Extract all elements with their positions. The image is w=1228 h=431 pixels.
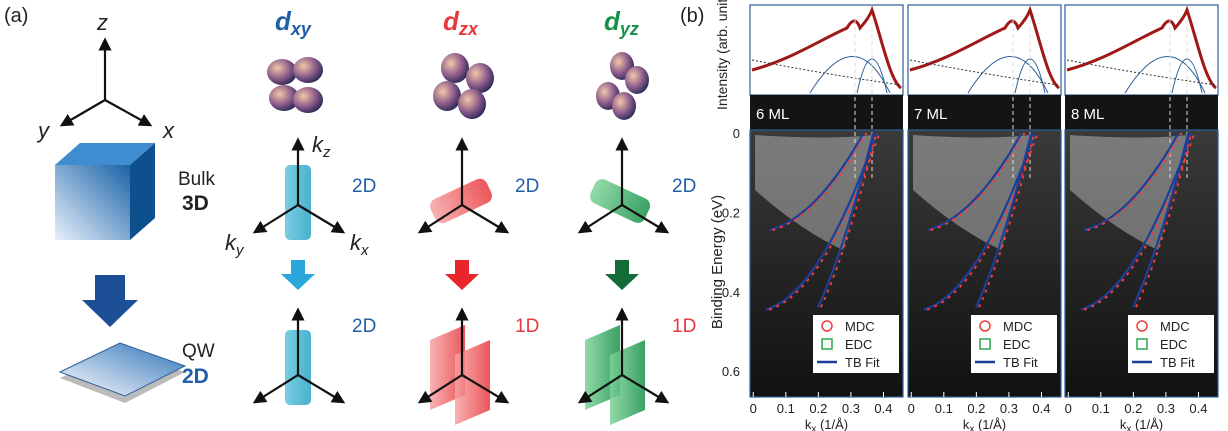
x-tick-label: 0.2 (1124, 401, 1142, 416)
thickness-label: 6 ML (756, 106, 789, 123)
legend-label: MDC (845, 319, 875, 334)
dim-label: 1D (515, 316, 539, 337)
y-tick-label: 0.2 (722, 206, 740, 221)
arrows (281, 260, 639, 290)
k-label: kz (312, 132, 331, 161)
x-tick-label: 0.4 (1189, 401, 1207, 416)
orbital-dxy (267, 57, 323, 113)
down-arrow (82, 275, 138, 327)
k-label: ky (225, 230, 245, 259)
orbital-label: dyz (604, 6, 639, 39)
x-label-unit: (1/Å) (1131, 417, 1163, 431)
dim-label: 2D (352, 316, 376, 337)
dim-label: 2D (515, 176, 539, 197)
dim-label: 2D (672, 176, 696, 197)
x-label-unit: (1/Å) (816, 417, 848, 431)
x-tick-label: 0.4 (1032, 401, 1050, 416)
orbital-label: dzx (443, 6, 479, 39)
legend-label: MDC (1003, 319, 1033, 334)
x-tick-label: 0.1 (777, 401, 795, 416)
legend-label: TB Fit (1003, 355, 1038, 370)
bulk-dim: 3D (182, 192, 209, 215)
figure: (a) z y x Bulk 3D QW 2D dxy dzx dyz (0, 0, 1228, 431)
axis-label: y (36, 118, 51, 143)
x-tick-label: 0.4 (874, 401, 892, 416)
qw-label: QW (182, 341, 215, 362)
x-tick-label: 0.3 (842, 401, 860, 416)
legend-label: EDC (1160, 337, 1187, 352)
bulk-cube (55, 143, 155, 240)
y-tick-label: 0 (733, 126, 740, 141)
y-tick-label: 0.4 (722, 285, 740, 300)
bulk-label: Bulk (178, 169, 215, 190)
x-tick-label: 0.2 (809, 401, 827, 416)
panel-label: (a) (4, 5, 28, 27)
x-tick-label: 0.1 (1092, 401, 1110, 416)
thickness-label: 8 ML (1071, 106, 1104, 123)
orbital-label: dxy (275, 6, 312, 39)
axis-label: x (162, 118, 175, 143)
k-axes (420, 140, 667, 232)
axis-label: z (96, 10, 108, 35)
legend-label: EDC (845, 337, 872, 352)
qw-plate (60, 343, 185, 403)
thickness-label: 7 ML (914, 106, 947, 123)
x-label-unit: (1/Å) (974, 417, 1006, 431)
x-tick-label: 0.3 (1157, 401, 1175, 416)
arpes-panels: 0 0.2 0.4 0.6 6 ML 0 0.1 0.2 0.3 0.4 kx (1/Å) MDC ED… (722, 5, 1218, 431)
x-axis-label: kx (1/Å) (805, 417, 848, 431)
legend-label: TB Fit (845, 355, 880, 370)
intensity-label: Intensity (arb. unit) (714, 0, 730, 110)
real-axes (62, 40, 150, 125)
k-label: kx (350, 230, 369, 259)
dim-label: 1D (672, 316, 696, 337)
y-tick-label: 0.6 (722, 364, 740, 379)
dim-label: 2D (352, 176, 376, 197)
legend-label: MDC (1160, 319, 1190, 334)
x-tick-label: 0.3 (1000, 401, 1018, 416)
legend-label: TB Fit (1160, 355, 1195, 370)
orbital-dzx (433, 53, 494, 119)
orbital-dyz (596, 52, 649, 120)
x-tick-label: 0.2 (967, 401, 985, 416)
x-tick-label: 0.1 (935, 401, 953, 416)
x-tick-label: 0 (1065, 401, 1072, 416)
legend-label: EDC (1003, 337, 1030, 352)
panel-label: (b) (680, 5, 704, 27)
x-axis-label: kx (1/Å) (1120, 417, 1163, 431)
qw-dim: 2D (182, 365, 209, 388)
x-tick-label: 0 (750, 401, 757, 416)
x-tick-label: 0 (908, 401, 915, 416)
k-axes (255, 310, 667, 425)
x-axis-label: kx (1/Å) (963, 417, 1006, 431)
